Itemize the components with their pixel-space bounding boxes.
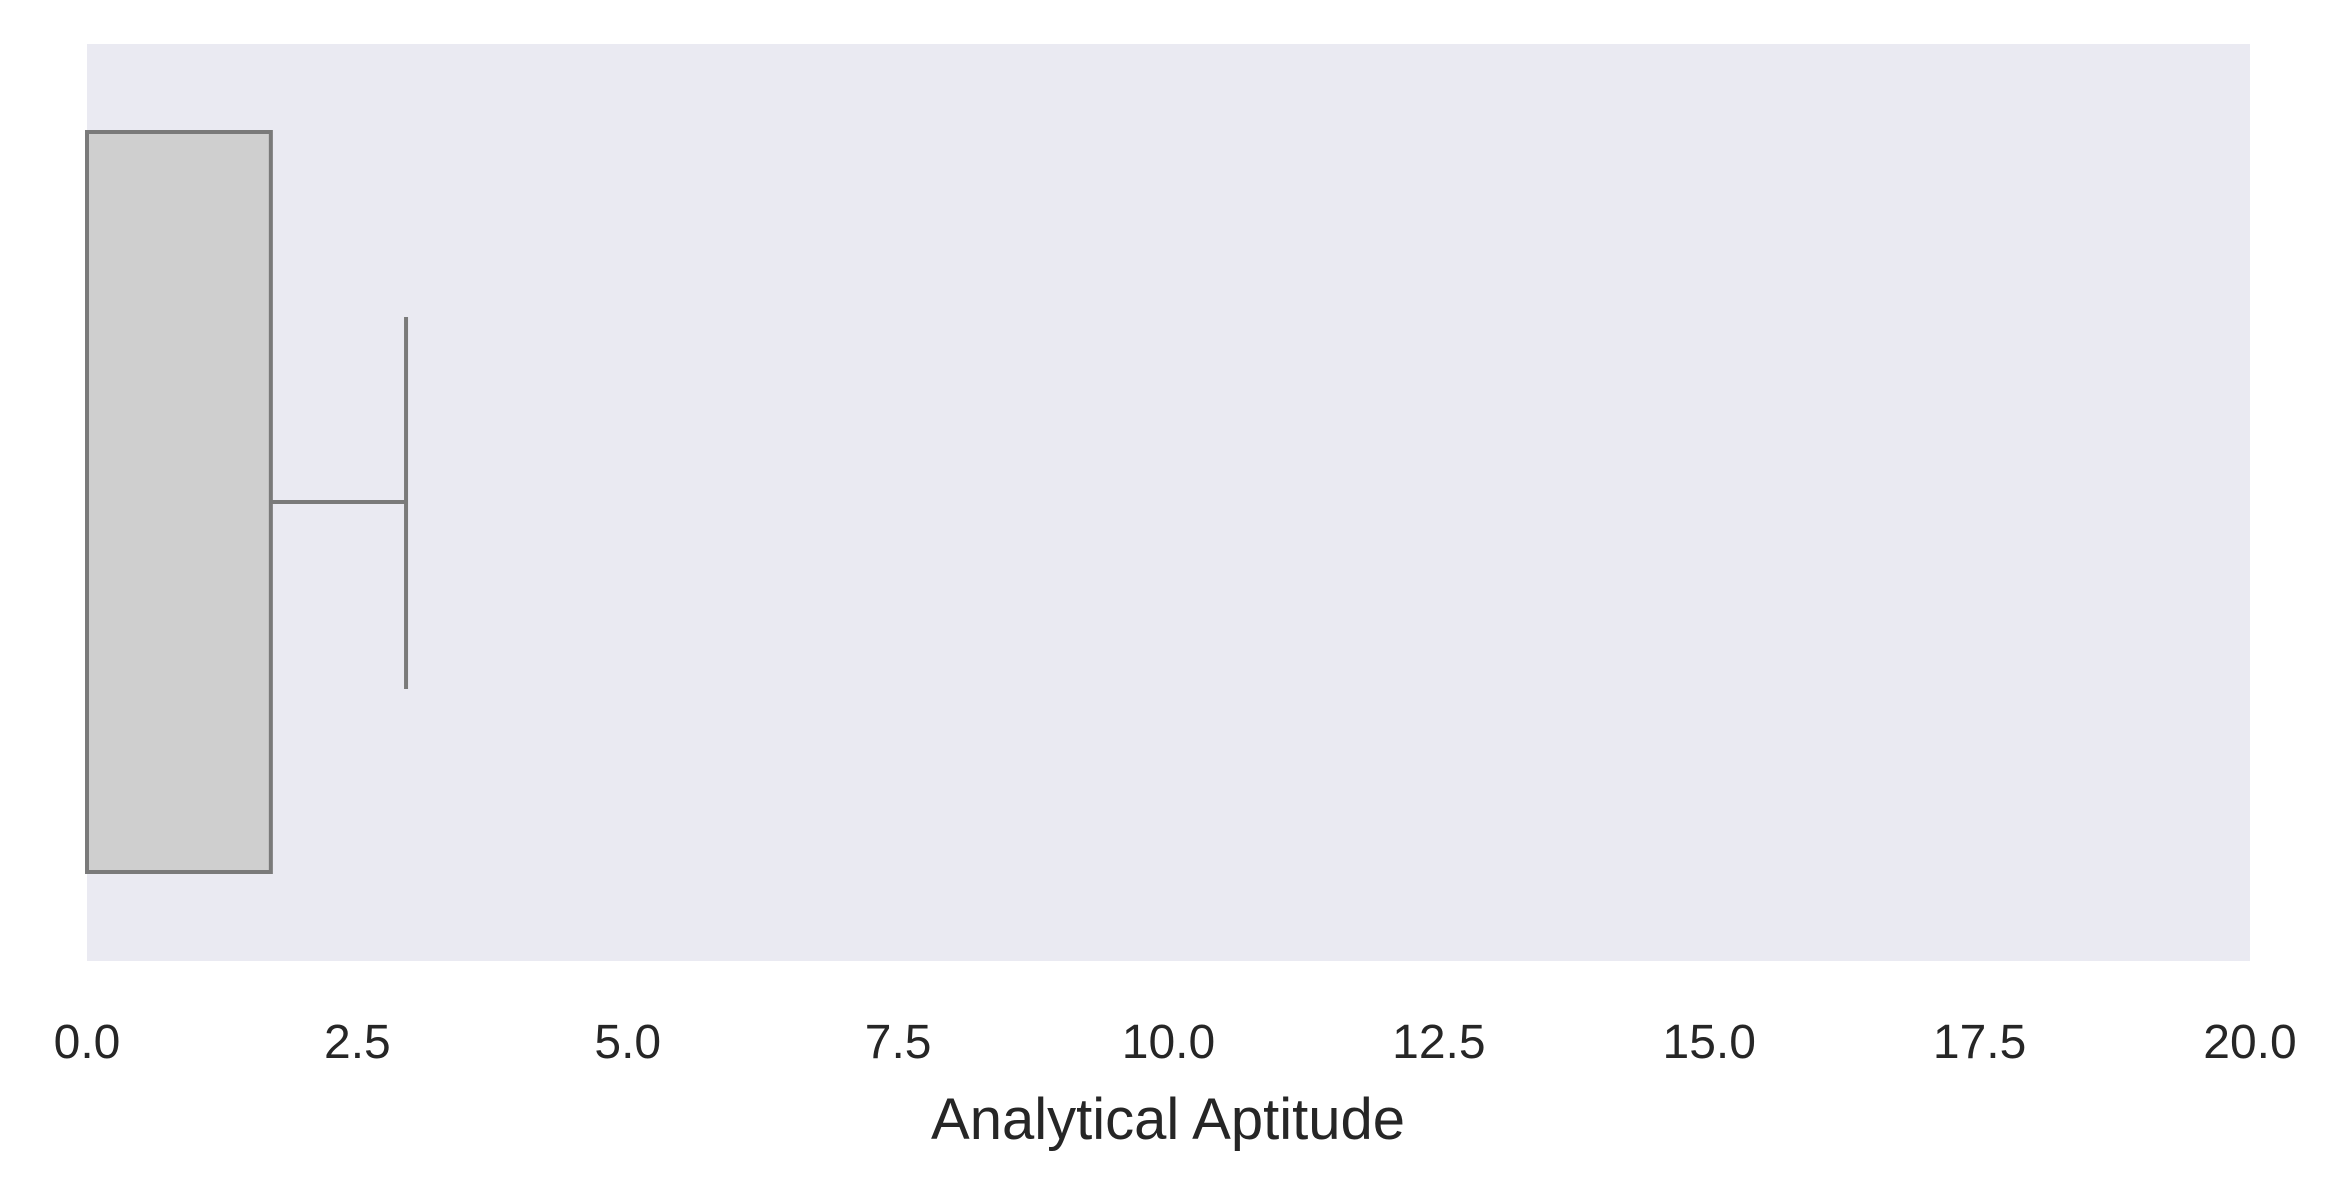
x-tick-label: 10.0: [1122, 1016, 1215, 1069]
x-tick-label: 5.0: [594, 1016, 661, 1069]
x-tick-label: 7.5: [865, 1016, 932, 1069]
x-tick-label: 2.5: [324, 1016, 391, 1069]
x-tick-labels: 0.0 2.5 5.0 7.5 10.0 12.5 15.0 17.5 20.0: [54, 1016, 2297, 1069]
x-tick-label: 0.0: [54, 1016, 121, 1069]
box-marks: [85, 130, 409, 874]
x-tick-label: 17.5: [1933, 1016, 2026, 1069]
x-tick-label: 12.5: [1392, 1016, 1485, 1069]
x-tick-label: 20.0: [2203, 1016, 2296, 1069]
box-body: [85, 130, 273, 874]
plot-area: [87, 44, 2250, 961]
x-axis-label: Analytical Aptitude: [931, 1087, 1405, 1152]
x-tick-label: 15.0: [1663, 1016, 1756, 1069]
